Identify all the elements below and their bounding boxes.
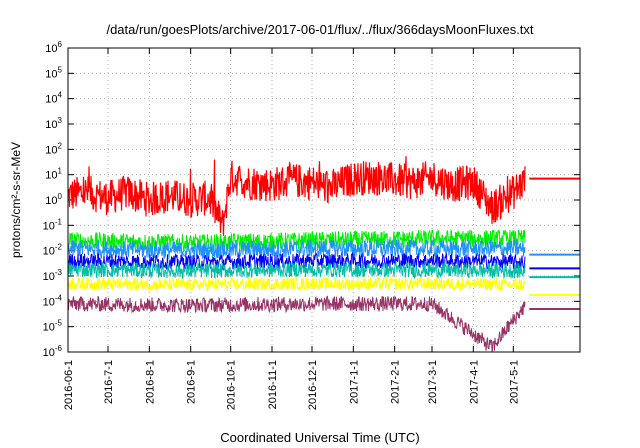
y-tick-label: 106 [45,40,62,55]
x-tick-label: 2016-8-1 [144,360,156,404]
x-tick-label: 2016-7-1 [103,360,115,404]
x-tick-label: 2016-12-1 [307,360,319,410]
y-axis-label: protons/cm²-s-sr-MeV [9,142,23,258]
x-axis-label: Coordinated Universal Time (UTC) [220,430,420,445]
chart-title: /data/run/goesPlots/archive/2017-06-01/f… [106,22,534,37]
y-tick-label: 10-3 [43,268,63,283]
y-tick-label: 10-1 [43,217,63,232]
y-tick-label: 103 [45,116,62,131]
series-line [68,238,526,261]
x-tick-label: 2017-4-1 [468,360,480,404]
y-tick-label: 10-5 [43,319,63,334]
y-tick-label: 102 [45,141,62,156]
x-tick-label: 2017-3-1 [427,360,439,404]
x-tick-label: 2017-2-1 [390,360,402,404]
y-tick-label: 100 [45,192,62,207]
y-tick-label: 10-2 [43,243,63,258]
series-line [68,251,526,272]
y-tick-label: 10-4 [43,293,63,308]
series-line [68,276,526,293]
series-line [68,156,526,236]
plot-frame [67,47,581,353]
y-tick-label: 104 [45,91,62,106]
series-line [68,295,526,352]
x-tick-label: 2017-5-1 [508,360,520,404]
y-tick-label: 10-6 [43,344,63,359]
y-tick-label: 101 [45,167,62,182]
x-tick-label: 2016-06-1 [63,360,75,410]
x-tick-label: 2016-11-1 [267,360,279,409]
y-tick-label: 105 [45,65,62,80]
x-tick-label: 2017-1-1 [348,360,360,404]
x-tick-label: 2016-10-1 [226,360,238,410]
series-line [68,261,526,280]
x-tick-label: 2016-9-1 [186,360,198,404]
